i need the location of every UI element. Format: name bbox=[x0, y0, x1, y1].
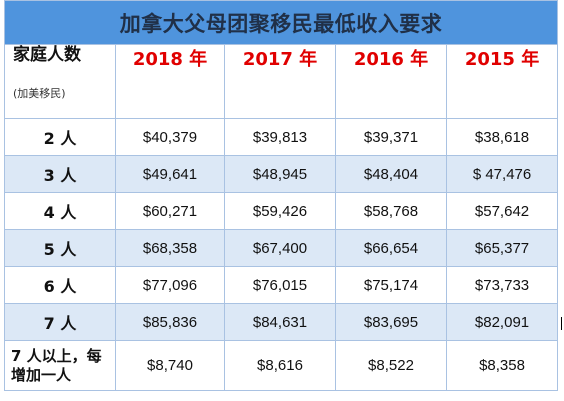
income-cell: $ 47,476 bbox=[445, 155, 559, 193]
year-header-2016: 2016 年 bbox=[335, 44, 447, 119]
income-cell: $60,271 bbox=[115, 192, 225, 230]
table-row: 7 人 $85,836 $84,631 $83,695 $82,091 bbox=[4, 303, 559, 341]
income-cell: $57,642 bbox=[445, 192, 559, 230]
income-cell: $38,618 bbox=[445, 118, 559, 156]
table-row: 4 人 $60,271 $59,426 $58,768 $57,642 bbox=[4, 192, 559, 230]
header-row: 家庭人数 (加美移民) 2018 年 2017 年 2016 年 2015 年 bbox=[4, 44, 559, 119]
income-cell: $39,813 bbox=[224, 118, 336, 156]
title-row: 加拿大父母团聚移民最低收入要求 bbox=[3, 0, 559, 45]
family-size-header-label: 家庭人数 bbox=[13, 45, 81, 65]
row-label: 7 人以上，每增加一人 bbox=[4, 340, 116, 391]
income-cell: $73,733 bbox=[445, 266, 559, 304]
income-cell: $65,377 bbox=[445, 229, 559, 267]
income-requirements-table: 加拿大父母团聚移民最低收入要求 家庭人数 (加美移民) 2018 年 2017 … bbox=[3, 0, 559, 391]
income-cell: $39,371 bbox=[335, 118, 447, 156]
income-cell: $48,945 bbox=[224, 155, 336, 193]
income-cell: $85,836 bbox=[115, 303, 225, 341]
income-cell: $76,015 bbox=[224, 266, 336, 304]
table-title: 加拿大父母团聚移民最低收入要求 bbox=[3, 0, 559, 45]
table-row: 6 人 $77,096 $76,015 $75,174 $73,733 bbox=[4, 266, 559, 304]
income-cell: $59,426 bbox=[224, 192, 336, 230]
income-cell: $49,641 bbox=[115, 155, 225, 193]
income-cell: $84,631 bbox=[224, 303, 336, 341]
year-header-2018: 2018 年 bbox=[115, 44, 225, 119]
income-cell: $8,616 bbox=[224, 340, 336, 391]
year-header-2015: 2015 年 bbox=[445, 44, 559, 119]
table-row: 7 人以上，每增加一人 $8,740 $8,616 $8,522 $8,358 bbox=[4, 340, 559, 391]
income-cell: $68,358 bbox=[115, 229, 225, 267]
income-cell: $48,404 bbox=[335, 155, 447, 193]
table-row: 3 人 $49,641 $48,945 $48,404 $ 47,476 bbox=[4, 155, 559, 193]
edge-tick-mark bbox=[561, 317, 562, 330]
table-row: 5 人 $68,358 $67,400 $66,654 $65,377 bbox=[4, 229, 559, 267]
family-size-header: 家庭人数 (加美移民) bbox=[4, 44, 116, 119]
source-subheader: (加美移民) bbox=[13, 87, 66, 100]
income-cell: $8,522 bbox=[335, 340, 447, 391]
income-cell: $66,654 bbox=[335, 229, 447, 267]
row-label: 7 人 bbox=[4, 303, 116, 341]
income-cell: $82,091 bbox=[445, 303, 559, 341]
row-label: 6 人 bbox=[4, 266, 116, 304]
income-cell: $83,695 bbox=[335, 303, 447, 341]
income-cell: $40,379 bbox=[115, 118, 225, 156]
row-label: 4 人 bbox=[4, 192, 116, 230]
income-cell: $75,174 bbox=[335, 266, 447, 304]
row-label: 2 人 bbox=[4, 118, 116, 156]
year-header-2017: 2017 年 bbox=[224, 44, 336, 119]
income-cell: $77,096 bbox=[115, 266, 225, 304]
income-cell: $8,358 bbox=[445, 340, 559, 391]
row-label: 5 人 bbox=[4, 229, 116, 267]
income-cell: $67,400 bbox=[224, 229, 336, 267]
income-cell: $8,740 bbox=[115, 340, 225, 391]
table-row: 2 人 $40,379 $39,813 $39,371 $38,618 bbox=[4, 118, 559, 156]
income-cell: $58,768 bbox=[335, 192, 447, 230]
row-label: 3 人 bbox=[4, 155, 116, 193]
